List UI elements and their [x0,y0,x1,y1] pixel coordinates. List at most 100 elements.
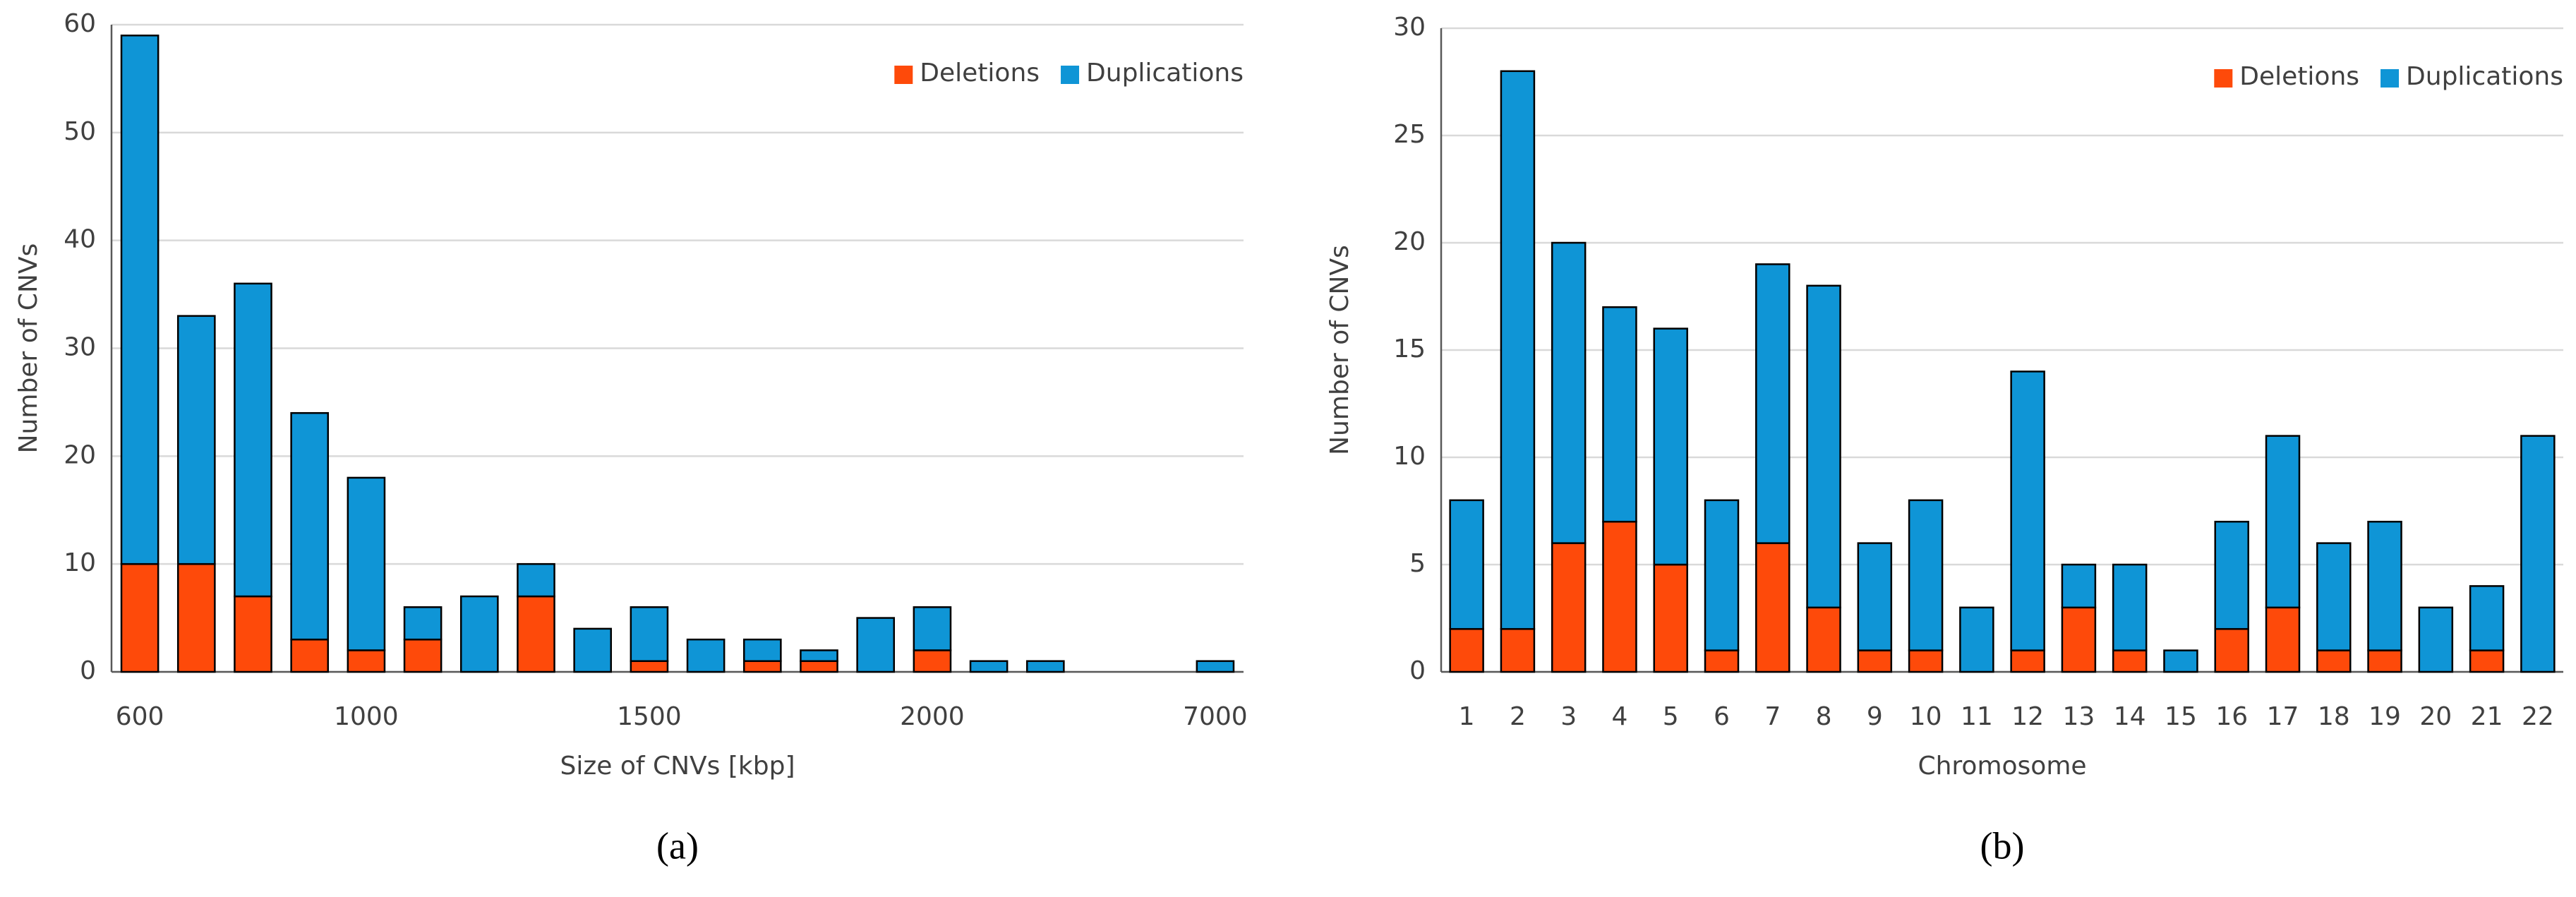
bar-segment [403,638,443,673]
legend-swatch [1061,66,1080,84]
bar-segment [2316,649,2352,673]
bar-segment [2061,563,2097,609]
x-tick-label: 2000 [900,702,965,731]
bar-segment [120,35,160,565]
caption: (b) [1980,824,2025,867]
bar-segment [234,282,272,598]
bar-segment [1551,542,1587,673]
bar-segment [913,606,952,651]
bar-segment [2520,435,2556,673]
y-axis-title: Number of CNVs [14,243,43,454]
legend-swatch [2214,69,2233,88]
bar-segment [1755,542,1790,673]
y-tick-label: 25 [1393,120,1426,149]
x-tick-label: 19 [2369,702,2401,731]
legend-label: Duplications [1086,59,1244,88]
bar-segment [630,606,669,662]
x-tick-label: 22 [2522,702,2554,731]
x-tick-label: 20 [2419,702,2452,731]
y-tick-label: 30 [1393,13,1426,42]
y-tick-label: 5 [1409,549,1426,578]
x-tick-label: 15 [2165,702,2197,731]
x-tick-label: 10 [1910,702,1942,731]
bar-segment [2112,649,2148,673]
bar-segment [1196,660,1235,673]
bar-segment [1449,627,1484,673]
legend-label: Deletions [2239,62,2359,91]
bar-segment [1500,70,1536,630]
x-tick-label: 7 [1764,702,1781,731]
bar-segment [347,649,386,673]
bar-segment [2010,649,2045,673]
y-tick-label: 60 [64,9,96,38]
bar-segment [1704,649,1740,673]
bar-segment [1449,499,1484,630]
y-tick-label: 20 [1393,227,1426,256]
x-tick-label: 2 [1510,702,1526,731]
bar-segment [2010,371,2045,651]
x-tick-label: 1 [1459,702,1475,731]
x-tick-label: 5 [1663,702,1679,731]
x-tick-label: 6 [1714,702,1730,731]
bar-segment [1551,241,1587,544]
bar-segment [913,649,952,673]
x-tick-label: 16 [2215,702,2248,731]
bar-segment [1704,499,1740,651]
bar-segment [290,411,330,641]
bar-segment [686,638,726,673]
x-tick-label: 21 [2471,702,2503,731]
bar-segment [2214,627,2249,673]
bar-segment [2214,520,2249,630]
x-tick-label: 600 [116,702,164,731]
bar-segment [459,595,499,673]
x-tick-label: 14 [2114,702,2146,731]
bar-segment [2316,542,2352,651]
y-tick-label: 0 [1409,656,1426,685]
x-tick-label: 13 [2063,702,2095,731]
bar-segment [2469,585,2505,651]
bar-segment [517,562,555,598]
bar-segment [1653,563,1688,673]
x-tick-label: 7000 [1183,702,1248,731]
bar-segment [800,649,838,662]
y-tick-label: 50 [64,117,96,146]
bar-segment [2265,435,2301,609]
y-tick-label: 15 [1393,335,1426,363]
bar-segment [120,562,160,673]
y-tick-label: 0 [80,656,96,685]
legend-swatch [894,66,913,84]
legend-label: Deletions [920,59,1040,88]
bar-segment [2367,520,2402,651]
bar-segment [2163,649,2198,673]
bar-segment [2265,606,2301,673]
x-tick-label: 8 [1816,702,1832,731]
bar-segment [347,476,386,651]
bar-segment [1025,660,1065,673]
bar-segment [2367,649,2402,673]
bar-segment [1857,649,1893,673]
bar-segment [800,660,838,673]
bar-segment [1755,263,1790,544]
bar-segment [1653,327,1688,566]
legend-label: Duplications [2406,62,2563,91]
bar-segment [1806,606,1841,673]
x-tick-label: 18 [2318,702,2350,731]
bar-segment [969,660,1009,673]
bar-segment [1959,606,1994,673]
bar-segment [290,638,330,673]
x-tick-label: 12 [2011,702,2044,731]
y-tick-label: 10 [64,548,96,577]
x-axis-title: Size of CNVs [kbp] [560,752,795,781]
x-tick-label: 9 [1867,702,1883,731]
x-tick-label: 4 [1612,702,1628,731]
x-tick-label: 3 [1560,702,1577,731]
y-tick-label: 30 [64,333,96,362]
y-axis-title: Number of CNVs [1325,245,1354,455]
bar-segment [2418,606,2454,673]
bar-segment [573,627,613,673]
x-tick-label: 1500 [617,702,682,731]
x-tick-label: 1000 [334,702,399,731]
bar-segment [2112,563,2148,651]
bar-segment [1602,306,1637,523]
y-tick-label: 20 [64,440,96,469]
